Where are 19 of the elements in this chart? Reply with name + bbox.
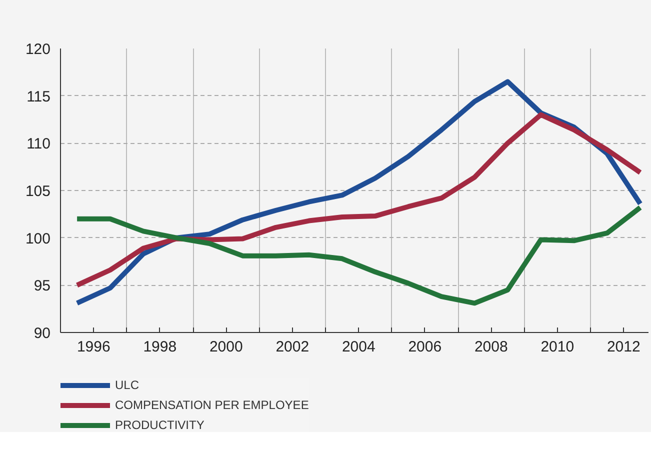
- x-tick-label: 2002: [276, 338, 310, 356]
- legend-label: PRODUCTIVITY: [115, 418, 204, 432]
- x-tick-label: 1998: [143, 338, 177, 356]
- x-tick-label: 2012: [606, 338, 640, 356]
- legend-label: COMPENSATION PER EMPLOYEE: [115, 398, 309, 412]
- x-tick-label: 2000: [209, 338, 243, 356]
- y-tick-label: 120: [25, 41, 51, 58]
- legend-label: ULC: [115, 378, 140, 392]
- y-tick-label: 105: [25, 183, 51, 200]
- y-tick-label: 90: [34, 325, 51, 342]
- x-tick-label: 1996: [76, 338, 110, 356]
- x-tick-label: 2006: [408, 338, 442, 356]
- x-tick-label: 2004: [342, 338, 376, 356]
- y-tick-label: 115: [26, 88, 51, 106]
- y-tick-label: 110: [26, 136, 51, 153]
- x-tick-label: 2010: [540, 338, 574, 356]
- x-tick-label: 2008: [474, 338, 508, 356]
- y-tick-label: 95: [34, 278, 51, 295]
- y-tick-label: 100: [25, 230, 51, 248]
